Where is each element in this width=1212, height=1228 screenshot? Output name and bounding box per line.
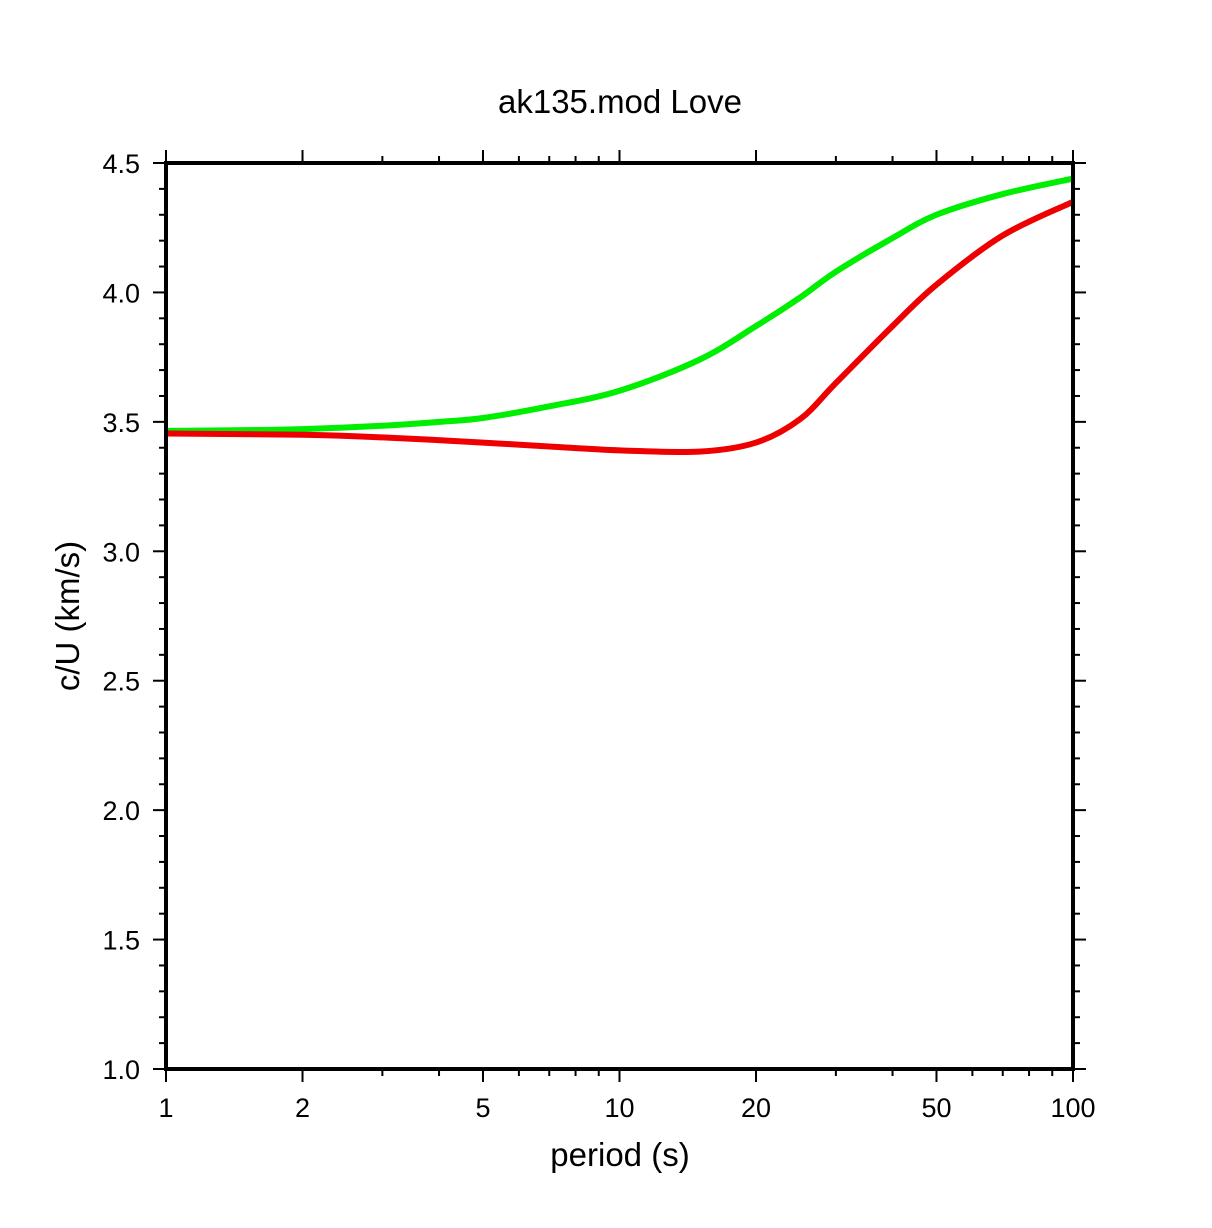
- x-tick-label: 10: [604, 1093, 634, 1123]
- series-lines: [165, 175, 1075, 456]
- y-tick-label: 2.5: [102, 667, 140, 697]
- y-tick-label: 4.5: [102, 149, 140, 179]
- x-tick-label: 5: [475, 1093, 490, 1123]
- y-tick-label: 1.0: [102, 1055, 140, 1085]
- x-tick-label: 1: [158, 1093, 173, 1123]
- x-tick-label: 100: [1050, 1093, 1095, 1123]
- chart-title: ak135.mod Love: [498, 83, 742, 120]
- y-tick-label: 4.0: [102, 278, 140, 308]
- y-axis-label: c/U (km/s): [49, 541, 86, 691]
- plot-frame: [164, 161, 1075, 1071]
- axis-ticks: 1 2 5 10 20 50 100 1.0 1.5 2.0 2.5 3.0 3.5 4.0 4.5: [102, 149, 1095, 1123]
- green-series-line: [165, 175, 1074, 434]
- y-tick-label: 3.0: [102, 537, 140, 567]
- x-tick-label: 50: [921, 1093, 951, 1123]
- x-tick-label: 2: [295, 1093, 310, 1123]
- x-tick-label: 20: [741, 1093, 771, 1123]
- red-series-line: [165, 199, 1075, 456]
- y-tick-label: 3.5: [102, 408, 140, 438]
- y-tick-label: 2.0: [102, 796, 140, 826]
- y-tick-label: 1.5: [102, 926, 140, 956]
- x-axis-label: period (s): [550, 1136, 689, 1173]
